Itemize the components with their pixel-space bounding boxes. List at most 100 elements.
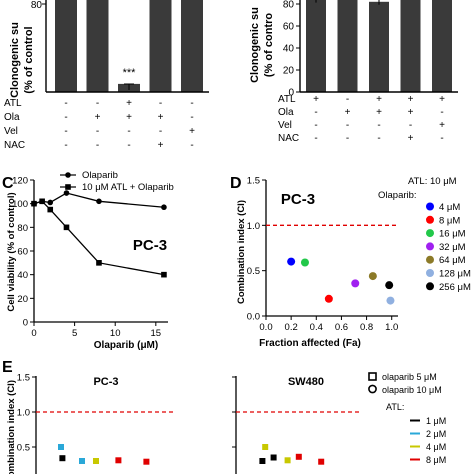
legend-marker <box>426 255 434 264</box>
data-point <box>386 296 395 305</box>
row-value: - <box>190 112 193 123</box>
row-value: - <box>64 112 67 123</box>
row-value: - <box>64 140 67 151</box>
data-point-combo <box>63 224 70 231</box>
panel-e-legend-square-marker <box>368 372 377 381</box>
row-value: - <box>346 133 349 144</box>
data-point <box>385 281 394 290</box>
y-tick-label: 0.0 <box>247 312 260 323</box>
bar <box>369 1 389 92</box>
data-point-combo <box>39 198 45 205</box>
x-tick-label: 0 <box>31 328 36 339</box>
row-value: + <box>313 94 319 105</box>
legend-label: 32 μM <box>439 242 466 253</box>
panel-e-ylabel: Combination index (CI) <box>6 380 17 474</box>
x-tick-label: 0.4 <box>310 322 323 333</box>
panel-c-ylabel: Cell viability (% of control) <box>6 192 17 311</box>
y-tick-label: 100 <box>12 199 28 210</box>
data-point <box>259 458 266 464</box>
panel-a-ylabel-line2: (% of control <box>23 26 35 93</box>
row-value: - <box>159 98 162 109</box>
x-tick-label: 0.0 <box>259 322 272 333</box>
panel-e-legend-atl: 1 μM 2 μM 4 μM 8 μM <box>410 416 446 465</box>
row-value: - <box>440 133 443 144</box>
x-tick-label: 0.8 <box>360 322 373 333</box>
legend-marker <box>426 269 434 277</box>
data-point <box>93 458 99 464</box>
row-value: - <box>190 140 193 151</box>
legend-label: 128 μM <box>439 269 471 280</box>
row-value: - <box>314 133 317 144</box>
legend-label: 4 μM <box>426 442 446 452</box>
bar <box>149 0 172 92</box>
panel-d-legend-title-atl: ATL: 10 μM <box>408 176 457 187</box>
row-value: - <box>314 120 317 131</box>
row-value: - <box>409 120 412 131</box>
row-value: + <box>345 107 351 118</box>
row-value: - <box>314 107 317 118</box>
row-value: + <box>158 140 164 151</box>
row-value: + <box>408 107 414 118</box>
bar <box>400 0 421 92</box>
data-point <box>79 458 85 464</box>
y-tick-label: 0.5 <box>17 443 30 454</box>
data-point <box>324 294 333 303</box>
y-tick-label: 1.5 <box>247 176 260 187</box>
panel-e-plot: 1.5 1.0 0.5 <box>17 373 360 474</box>
row-label: ATL <box>4 98 22 109</box>
row-value: - <box>96 140 99 151</box>
legend-label: 4 μM <box>439 202 460 213</box>
row-label: Ola <box>4 112 20 123</box>
data-point <box>300 258 309 267</box>
row-label: ATL <box>278 94 296 105</box>
panel-d: D Combination index (CI) Fraction affect… <box>230 175 471 349</box>
panel-e-letter: E <box>2 359 13 376</box>
y-tick-label: 40 <box>17 270 28 281</box>
legend-marker <box>426 229 434 238</box>
panel-b-ylabel-line1: Clonogenic su <box>249 7 261 83</box>
legend-label: 256 μM <box>439 282 471 293</box>
panel-e-legend-atl-title: ATL: <box>386 402 404 412</box>
data-point-combo <box>161 271 167 278</box>
legend-marker <box>426 242 434 251</box>
row-value: + <box>408 94 414 105</box>
panel-c-plot: 0 20 40 60 80 100 120 0 5 10 15 <box>12 176 168 339</box>
panel-e-legend-olaparib-10: olaparib 10 μM <box>382 385 442 395</box>
y-tick-label: 1.0 <box>247 221 260 232</box>
row-label: Vel <box>278 120 292 131</box>
panel-e-legend-olaparib-5: olaparib 5 μM <box>382 372 437 382</box>
panel-d-ylabel: Combination index (CI) <box>236 200 247 304</box>
row-value: - <box>377 133 380 144</box>
panel-c: C Cell viability (% of control) Olaparib… <box>2 170 174 351</box>
y-tick-label: 60 <box>17 247 28 258</box>
panel-e-legend-circle-marker <box>368 384 377 394</box>
panel-c-letter: C <box>2 175 14 192</box>
data-point <box>270 454 277 461</box>
panel-d-xlabel: Fraction affected (Fa) <box>259 338 361 349</box>
panel-a-treatment-table: ATL - - + - - Ola - + + + - Vel - - - - + NAC - - - + - <box>4 98 195 151</box>
panel-c-legend-combo: 10 μM ATL + Olaparib <box>82 182 174 193</box>
row-value: - <box>190 98 193 109</box>
row-label: NAC <box>278 133 299 144</box>
y-tick-label: 80 <box>283 0 295 11</box>
row-value: + <box>126 98 132 109</box>
panel-c-xlabel: Olaparib (μM) <box>94 340 158 351</box>
row-value: + <box>408 133 414 144</box>
panel-c-title: PC-3 <box>133 237 167 254</box>
row-value: + <box>158 112 164 123</box>
panel-d-letter: D <box>230 175 242 192</box>
row-value: - <box>346 94 349 105</box>
row-label: Ola <box>278 107 294 118</box>
row-value: + <box>376 107 382 118</box>
row-label: Vel <box>4 126 18 137</box>
panel-d-plot: 0.0 0.5 1.0 1.5 0.0 0.2 0.4 0.6 0.8 1.0 <box>247 176 399 334</box>
panel-a-tick-80: 80 <box>31 0 43 11</box>
data-point-olaparib <box>47 199 54 206</box>
row-value: - <box>127 126 130 137</box>
row-value: + <box>376 94 382 105</box>
legend-label: 8 μM <box>426 455 446 465</box>
data-point <box>287 257 296 266</box>
x-tick-label: 10 <box>110 328 121 339</box>
legend-marker <box>426 215 434 224</box>
bar <box>306 0 326 93</box>
